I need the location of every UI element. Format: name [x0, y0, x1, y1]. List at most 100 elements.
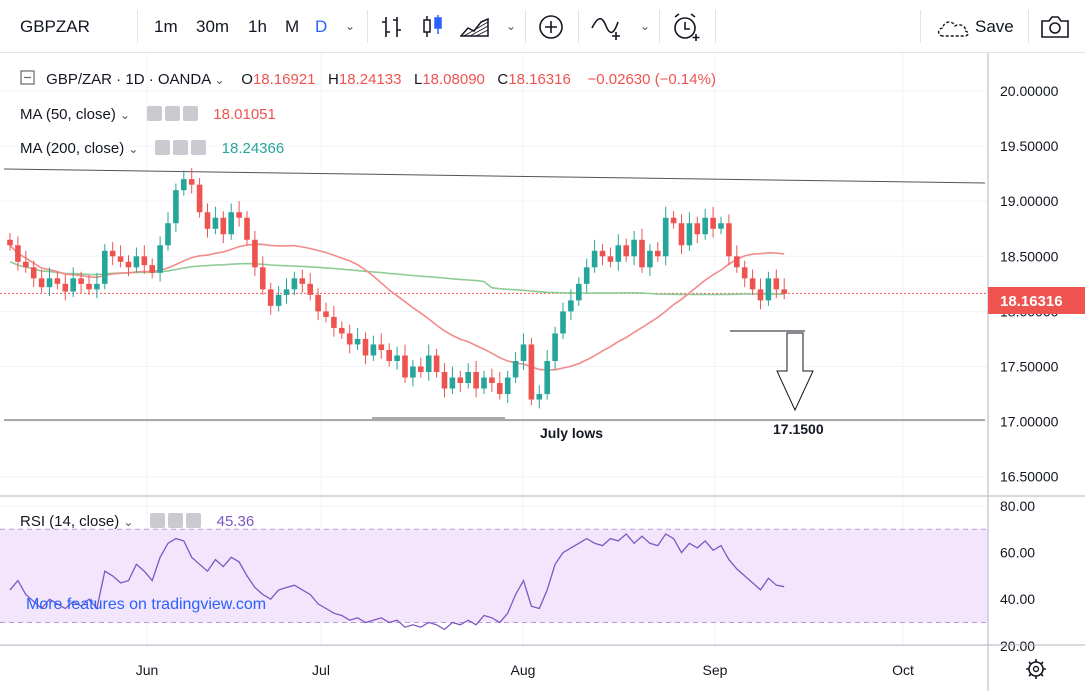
candle-body [497, 383, 503, 395]
trendlines [0, 168, 988, 421]
toolbar-divider [715, 10, 716, 43]
candle-body [670, 217, 677, 224]
candle-body [228, 212, 234, 235]
ma50-label[interactable]: MA (50, close) [20, 106, 116, 123]
candle-body [346, 333, 353, 345]
interval-30m-button[interactable]: 30m [196, 17, 230, 36]
collapse-icon[interactable] [20, 70, 36, 86]
symbol-chevron-down-icon[interactable]: ⌄ [214, 73, 225, 87]
candle [433, 348, 440, 378]
ma200-chevron-down-icon[interactable]: ⌄ [128, 142, 139, 156]
candles-icon[interactable] [420, 14, 446, 40]
candle [102, 244, 108, 290]
rsi-chevron-down-icon[interactable]: ⌄ [123, 515, 134, 529]
symbol-search-button[interactable]: GBPZAR [20, 17, 90, 36]
candle [362, 332, 369, 365]
candle [7, 233, 13, 251]
rsi-series [9, 533, 785, 631]
ma50-remove-icon[interactable] [182, 106, 198, 121]
interval-chevron-down-icon[interactable]: ⌄ [345, 19, 356, 33]
candle [520, 333, 527, 370]
ma200-remove-icon[interactable] [191, 140, 207, 155]
save-button[interactable]: Save [975, 17, 1014, 36]
candle-body [70, 278, 76, 292]
candle [583, 258, 590, 293]
candle [402, 344, 408, 384]
ma50-value: 18.01051 [213, 106, 276, 123]
indicator-chevron-down-icon[interactable]: ⌄ [640, 19, 651, 33]
candle-body [465, 372, 471, 384]
candle-body [710, 217, 716, 229]
last-price-marker [988, 287, 1085, 314]
snapshot-icon[interactable] [1040, 14, 1070, 40]
candle-body [686, 223, 693, 246]
candle [726, 214, 732, 266]
interval-D-button[interactable]: D [315, 17, 328, 36]
chart-canvas[interactable]: Jun Jul Aug Sep Oct 16.50000 17.00000 17.50000 1… [0, 53, 1085, 691]
candle [354, 327, 361, 350]
cloud-save-icon[interactable] [935, 17, 971, 39]
chart-type-chevron-down-icon[interactable]: ⌄ [506, 19, 517, 33]
candle [125, 255, 132, 277]
ma200-settings-icon[interactable] [173, 140, 189, 155]
ma50-visibility-icon[interactable] [146, 106, 162, 121]
candle-body [125, 261, 132, 268]
candle-body [647, 250, 653, 268]
interval-M-button[interactable]: M [285, 17, 300, 36]
rsi-remove-icon[interactable] [186, 513, 202, 528]
candle [678, 214, 685, 255]
area-chart-icon[interactable] [460, 14, 490, 40]
candle [117, 245, 124, 268]
candle [378, 333, 385, 359]
alert-icon[interactable] [670, 12, 702, 42]
rsi-visibility-icon[interactable] [150, 513, 166, 528]
rsi-tick-label: 20.00 [1000, 638, 1035, 654]
ma200-label[interactable]: MA (200, close) [20, 140, 125, 157]
x-tick-label: Sep [703, 662, 728, 678]
rsi-label[interactable]: RSI (14, close) [20, 513, 120, 530]
candle-body [378, 344, 385, 350]
bar-chart-icon[interactable] [380, 14, 406, 40]
y-tick-label: 17.00000 [1000, 414, 1059, 430]
candle [315, 288, 321, 321]
candle [181, 170, 187, 196]
candle [425, 344, 432, 381]
candle-body [457, 377, 464, 384]
x-tick-label: Jul [312, 662, 330, 678]
indicator-icon[interactable] [590, 14, 626, 42]
high-label: H [328, 71, 339, 88]
candle-body [204, 212, 211, 229]
rsi-legend: RSI (14, close) ⌄ 45.36 [20, 513, 254, 530]
add-compare-icon[interactable] [537, 13, 565, 41]
candle-body [307, 283, 313, 295]
candle [528, 337, 535, 406]
candle-body [425, 355, 432, 373]
rsi-settings-icon[interactable] [168, 513, 184, 528]
ma200-visibility-icon[interactable] [155, 140, 171, 155]
settings-gear-icon[interactable] [1026, 659, 1046, 679]
y-tick-label: 17.50000 [1000, 359, 1059, 375]
candle-body [749, 278, 756, 290]
watermark-link[interactable]: More features on tradingview.com [26, 596, 267, 613]
low-label: L [413, 71, 423, 88]
candle-body [54, 278, 61, 284]
candle [655, 241, 661, 262]
candle [15, 236, 21, 271]
candle [591, 239, 598, 273]
interval-1h-button[interactable]: 1h [248, 17, 267, 36]
candle [607, 247, 614, 268]
x-tick-label: Jun [136, 662, 159, 678]
ma50-chevron-down-icon[interactable]: ⌄ [120, 108, 131, 122]
high-value: 18.24133 [338, 71, 402, 88]
candle [504, 370, 511, 403]
candle-body [702, 217, 708, 235]
candle [512, 352, 519, 384]
candle-body [267, 289, 274, 306]
rsi-value: 45.36 [216, 513, 255, 530]
interval-1m-button[interactable]: 1m [154, 17, 178, 36]
candle [260, 256, 266, 295]
candle [560, 302, 566, 339]
rsi-tick-label: 80.00 [1000, 498, 1035, 514]
symbol-title[interactable]: GBP/ZAR · 1D · OANDA [46, 71, 211, 88]
ma50-settings-icon[interactable] [164, 106, 180, 121]
